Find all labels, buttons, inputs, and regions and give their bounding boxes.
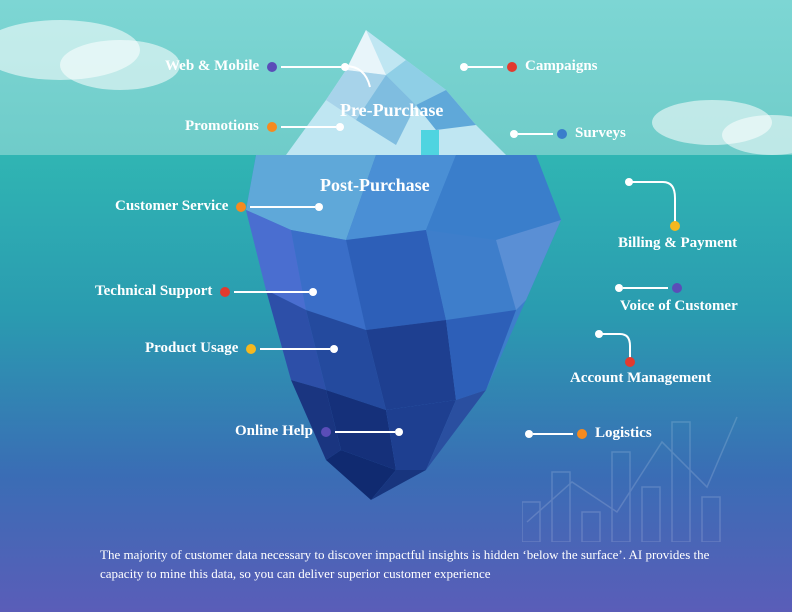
- anchor-icon: [395, 428, 403, 436]
- label-voice-of-customer-text: Voice of Customer: [620, 298, 738, 315]
- label-text: Web & Mobile: [165, 58, 259, 75]
- label-text: Technical Support: [95, 283, 212, 300]
- label-text: Logistics: [595, 425, 652, 442]
- label-text: Online Help: [235, 423, 313, 440]
- connector-elbow: [345, 62, 385, 92]
- label-account-management: Account Management: [570, 370, 711, 387]
- dot-icon: [267, 62, 277, 72]
- anchor-icon: [336, 123, 344, 131]
- connector-line: [260, 348, 330, 350]
- label-online-help: Online Help: [235, 423, 403, 440]
- anchor-icon: [330, 345, 338, 353]
- label-billing-payment: Billing & Payment: [618, 235, 737, 252]
- dot-icon: [267, 122, 277, 132]
- label-text: Promotions: [185, 118, 259, 135]
- connector-line: [468, 66, 503, 68]
- anchor-icon: [309, 288, 317, 296]
- cloud-decor: [60, 40, 180, 90]
- dot-icon: [246, 344, 256, 354]
- label-customer-service: Customer Service: [115, 198, 323, 215]
- anchor-icon: [460, 63, 468, 71]
- label-text: Product Usage: [145, 340, 238, 357]
- dot-icon: [557, 129, 567, 139]
- section-post-purchase: Post-Purchase: [320, 175, 430, 196]
- label-text: Voice of Customer: [620, 298, 738, 315]
- label-text: Campaigns: [525, 58, 598, 75]
- anchor-icon: [525, 430, 533, 438]
- connector-elbow: [595, 330, 645, 370]
- label-web-mobile: Web & Mobile: [165, 58, 349, 75]
- label-product-usage: Product Usage: [145, 340, 338, 357]
- dot-icon: [321, 427, 331, 437]
- anchor-icon: [315, 203, 323, 211]
- label-promotions: Promotions: [185, 118, 344, 135]
- connector-line: [234, 291, 309, 293]
- footer-text: The majority of customer data necessary …: [100, 546, 732, 584]
- dot-icon: [220, 287, 230, 297]
- dot-icon: [236, 202, 246, 212]
- anchor-icon: [510, 130, 518, 138]
- label-text: Customer Service: [115, 198, 228, 215]
- label-text: Account Management: [570, 370, 711, 387]
- connector-line: [250, 206, 315, 208]
- infographic-stage: Pre-Purchase Post-Purchase Web & Mobile …: [0, 0, 792, 612]
- sky-region: [0, 0, 792, 155]
- connector-line: [533, 433, 573, 435]
- connector-elbow: [625, 178, 685, 233]
- dot-icon: [672, 283, 682, 293]
- connector-line: [281, 126, 336, 128]
- label-logistics: Logistics: [525, 425, 652, 442]
- label-surveys: Surveys: [510, 125, 626, 142]
- label-technical-support: Technical Support: [95, 283, 317, 300]
- label-text: Surveys: [575, 125, 626, 142]
- dot-icon: [577, 429, 587, 439]
- connector-line: [623, 287, 668, 289]
- label-voice-of-customer: [615, 283, 682, 293]
- section-pre-purchase: Pre-Purchase: [340, 100, 443, 121]
- connector-line: [335, 431, 395, 433]
- label-text: Billing & Payment: [618, 235, 737, 252]
- anchor-icon: [615, 284, 623, 292]
- connector-line: [281, 66, 341, 68]
- dot-icon: [507, 62, 517, 72]
- label-campaigns: Campaigns: [460, 58, 598, 75]
- connector-line: [518, 133, 553, 135]
